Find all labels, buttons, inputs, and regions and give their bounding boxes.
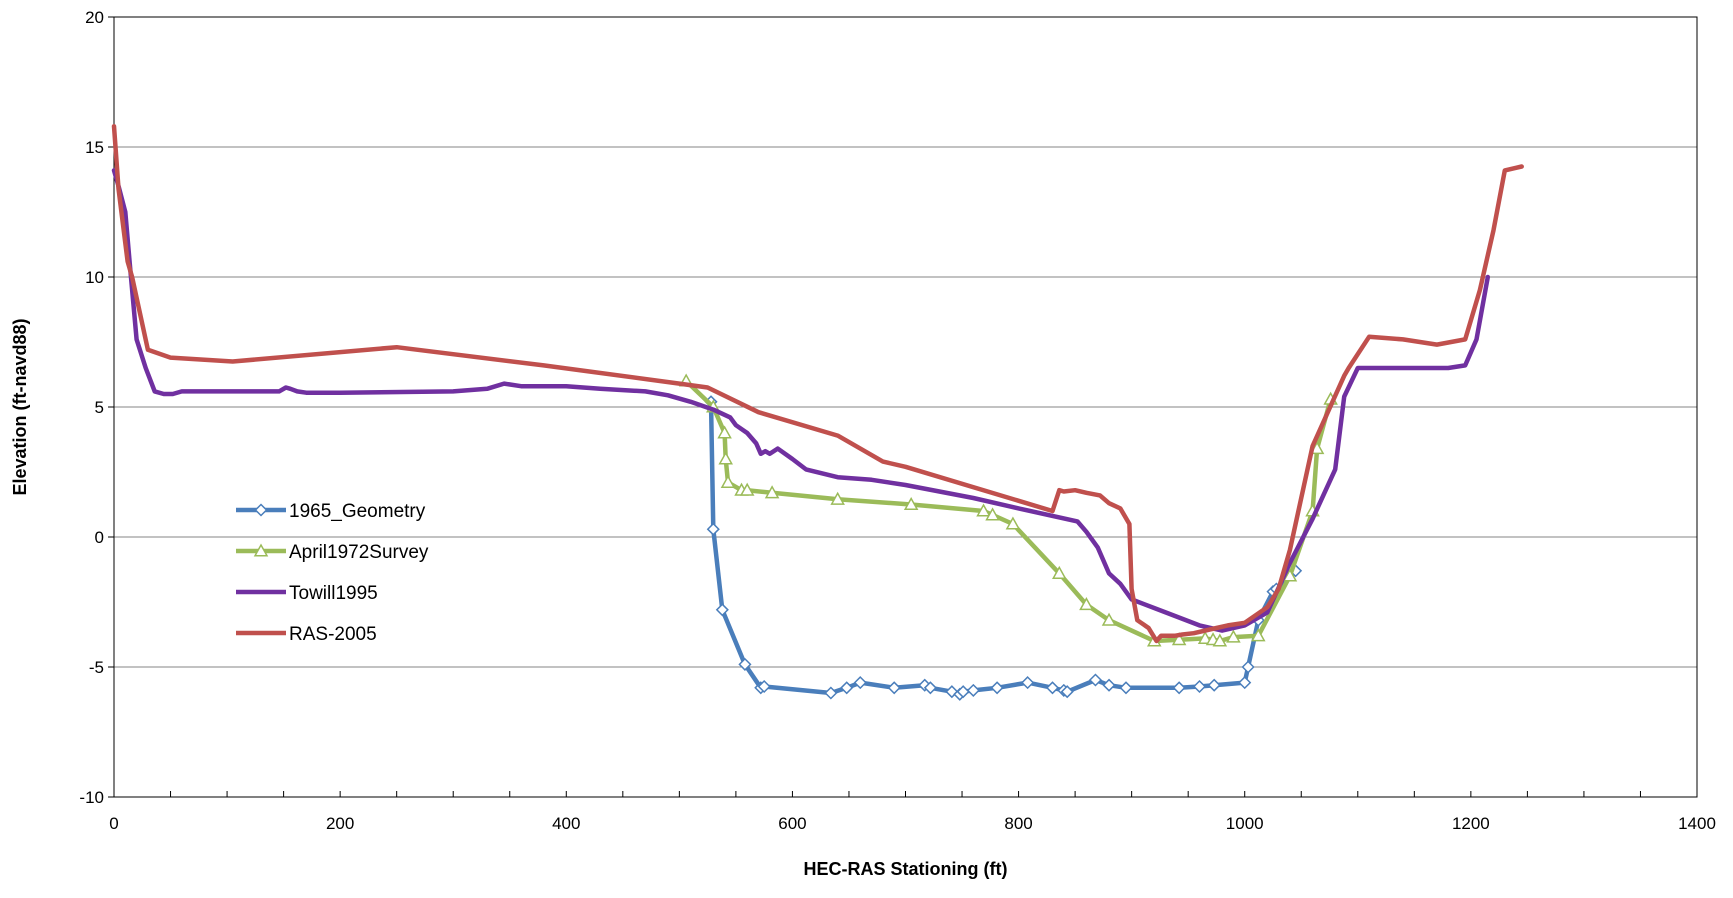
- series-1965_Geometry: [704, 395, 1303, 701]
- data-point: [887, 681, 901, 695]
- data-point: [1197, 630, 1213, 644]
- legend-marker: [253, 543, 269, 557]
- data-point: [1171, 632, 1187, 646]
- data-point: [718, 451, 733, 465]
- y-tick-label: 20: [85, 8, 104, 27]
- legend: 1965_Geometry April1972Survey Towill1995 RA…: [236, 501, 429, 645]
- y-tick-label: 5: [95, 398, 104, 417]
- series-line: [708, 399, 1298, 697]
- x-axis: 0 200 400 600 800 1000 1200 1400: [109, 791, 1716, 833]
- data-point: [903, 496, 919, 511]
- data-point: [1021, 676, 1035, 690]
- data-point: [1251, 628, 1266, 642]
- data-point: [1079, 597, 1094, 611]
- data-point: [1226, 629, 1241, 643]
- x-tick-label: 400: [552, 814, 580, 833]
- data-point: [1052, 565, 1067, 579]
- data-point: [976, 503, 991, 517]
- legend-item: 1965_Geometry: [236, 501, 426, 522]
- series-Towill1995: [111, 168, 1491, 633]
- legend-item: Towill1995: [236, 583, 378, 604]
- data-point: [1060, 685, 1074, 699]
- legend-item: RAS-2005: [236, 624, 377, 645]
- data-point: [990, 681, 1004, 695]
- y-tick-label: -5: [89, 658, 104, 677]
- data-point: [1101, 612, 1117, 626]
- data-point: [1102, 678, 1116, 692]
- data-point: [1282, 568, 1298, 582]
- y-axis: 20 15 10 5 0 -5 -10: [79, 8, 114, 807]
- gridlines: [114, 146, 1697, 668]
- data-point: [840, 681, 854, 695]
- y-axis-title: Elevation (ft-navd88): [10, 318, 30, 495]
- data-point: [720, 474, 736, 488]
- data-point: [1238, 676, 1252, 690]
- series-April1972Survey: [678, 373, 1338, 647]
- data-point: [830, 491, 845, 505]
- legend-item: April1972Survey: [236, 542, 429, 563]
- data-point: [1172, 681, 1186, 695]
- data-point: [739, 482, 755, 496]
- series-line: [111, 168, 1491, 633]
- x-tick-label: 200: [326, 814, 354, 833]
- data-point: [824, 686, 838, 700]
- legend-label: 1965_Geometry: [289, 501, 426, 522]
- x-axis-title: HEC-RAS Stationing (ft): [804, 859, 1008, 879]
- data-point: [1119, 681, 1133, 695]
- data-point: [1192, 679, 1207, 694]
- data-point: [966, 683, 980, 697]
- data-point: [1207, 678, 1221, 692]
- data-point: [853, 676, 867, 690]
- data-point: [1212, 633, 1228, 647]
- data-point: [1241, 660, 1255, 674]
- data-point: [715, 603, 729, 617]
- series-RAS-2005: [111, 123, 1524, 644]
- series-layer: [111, 123, 1524, 701]
- y-tick-label: 15: [85, 138, 104, 157]
- data-point: [717, 425, 732, 439]
- data-point: [706, 522, 720, 536]
- legend-marker: [254, 503, 268, 517]
- data-point: [1088, 673, 1103, 687]
- data-point: [956, 685, 970, 699]
- x-tick-label: 1400: [1678, 814, 1716, 833]
- data-point: [985, 507, 1000, 521]
- x-tick-label: 0: [109, 814, 118, 833]
- data-point: [738, 657, 752, 671]
- x-tick-label: 800: [1004, 814, 1032, 833]
- data-point: [923, 681, 937, 695]
- data-point: [757, 679, 771, 694]
- x-tick-label: 600: [778, 814, 806, 833]
- data-point: [1005, 516, 1021, 530]
- x-tick-label: 1200: [1452, 814, 1490, 833]
- y-tick-label: 10: [85, 268, 104, 287]
- y-tick-label: 0: [95, 528, 104, 547]
- legend-label: RAS-2005: [289, 624, 377, 645]
- series-line: [111, 123, 1524, 644]
- y-tick-label: -10: [79, 788, 104, 807]
- data-point: [1045, 681, 1060, 695]
- data-point: [764, 485, 780, 499]
- legend-label: April1972Survey: [289, 542, 429, 563]
- legend-label: Towill1995: [289, 583, 378, 604]
- x-tick-label: 1000: [1226, 814, 1264, 833]
